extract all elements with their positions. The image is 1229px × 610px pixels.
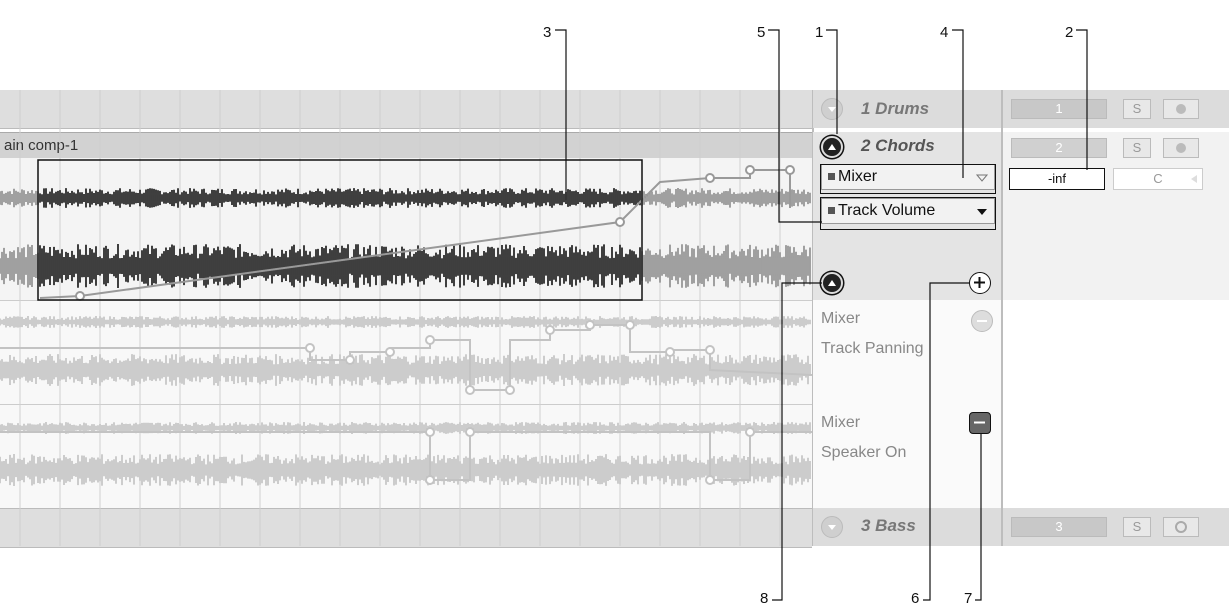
callout-2: 2 (1065, 24, 1074, 41)
volume-field[interactable]: -inf (1009, 168, 1105, 190)
track-header-bass[interactable]: 3 Bass (813, 508, 1001, 546)
track-name-drums: 1 Drums (861, 99, 930, 118)
solo-button[interactable]: S (1123, 138, 1151, 158)
track-activator[interactable]: 1 (1011, 99, 1107, 119)
solo-button[interactable]: S (1123, 99, 1151, 119)
callout-1: 1 (815, 24, 824, 41)
mixer-row-drums: 1 S (1003, 90, 1229, 128)
mixer-row-chords: 2 S -inf C (1003, 132, 1229, 300)
minus-icon[interactable] (971, 310, 993, 332)
lane-header-speaker[interactable]: Mixer Speaker On (813, 404, 1001, 508)
track-header-drums[interactable]: 1 Drums (813, 90, 1001, 128)
minus-icon[interactable] (969, 412, 991, 434)
callout-3: 3 (543, 24, 552, 41)
track-activator[interactable]: 3 (1011, 517, 1107, 537)
track-name-bass: 3 Bass (861, 516, 916, 535)
parameter-chooser[interactable]: Track Volume (821, 198, 995, 224)
callout-4: 4 (940, 24, 949, 41)
time-selection (37, 159, 643, 301)
mixer-row-bass: 3 S (1003, 508, 1229, 546)
speaker-automation-line (0, 431, 812, 481)
callout-box-device (820, 164, 996, 194)
callout-8: 8 (760, 590, 769, 607)
arrangement-graphics (0, 90, 812, 546)
track-activator[interactable]: 2 (1011, 138, 1107, 158)
callout-6: 6 (911, 590, 920, 607)
lane-param-label: Track Panning (821, 340, 924, 357)
mixer-divider (1001, 90, 1003, 546)
track-name-chords: 2 Chords (861, 136, 935, 155)
pan-field[interactable]: C (1113, 168, 1203, 190)
drums-track-lane[interactable] (0, 90, 812, 129)
speaker-breakpoints (425, 427, 755, 485)
bass-track-lane[interactable] (0, 508, 812, 548)
callout-5: 5 (757, 24, 766, 41)
track-header-chords[interactable]: 2 Chords Mixer Track Volume (813, 132, 1001, 300)
solo-button[interactable]: S (1123, 517, 1151, 537)
lane-header-panning[interactable]: Mixer Track Panning (813, 300, 1001, 404)
record-dot-icon[interactable] (1163, 99, 1199, 119)
record-dot-icon[interactable] (1163, 138, 1199, 158)
callout-box-param (820, 197, 996, 230)
plus-icon[interactable] (969, 272, 991, 294)
lane-device-label: Mixer (821, 414, 861, 431)
callout-7: 7 (964, 590, 973, 607)
fold-down-icon[interactable] (821, 516, 843, 538)
monitor-icon[interactable] (1163, 517, 1199, 537)
lane-device-label: Mixer (821, 310, 861, 327)
fold-up-icon[interactable] (821, 136, 843, 158)
volume-breakpoints (75, 165, 795, 301)
lane-param-label: Speaker On (821, 444, 907, 461)
panning-breakpoints (305, 320, 715, 395)
